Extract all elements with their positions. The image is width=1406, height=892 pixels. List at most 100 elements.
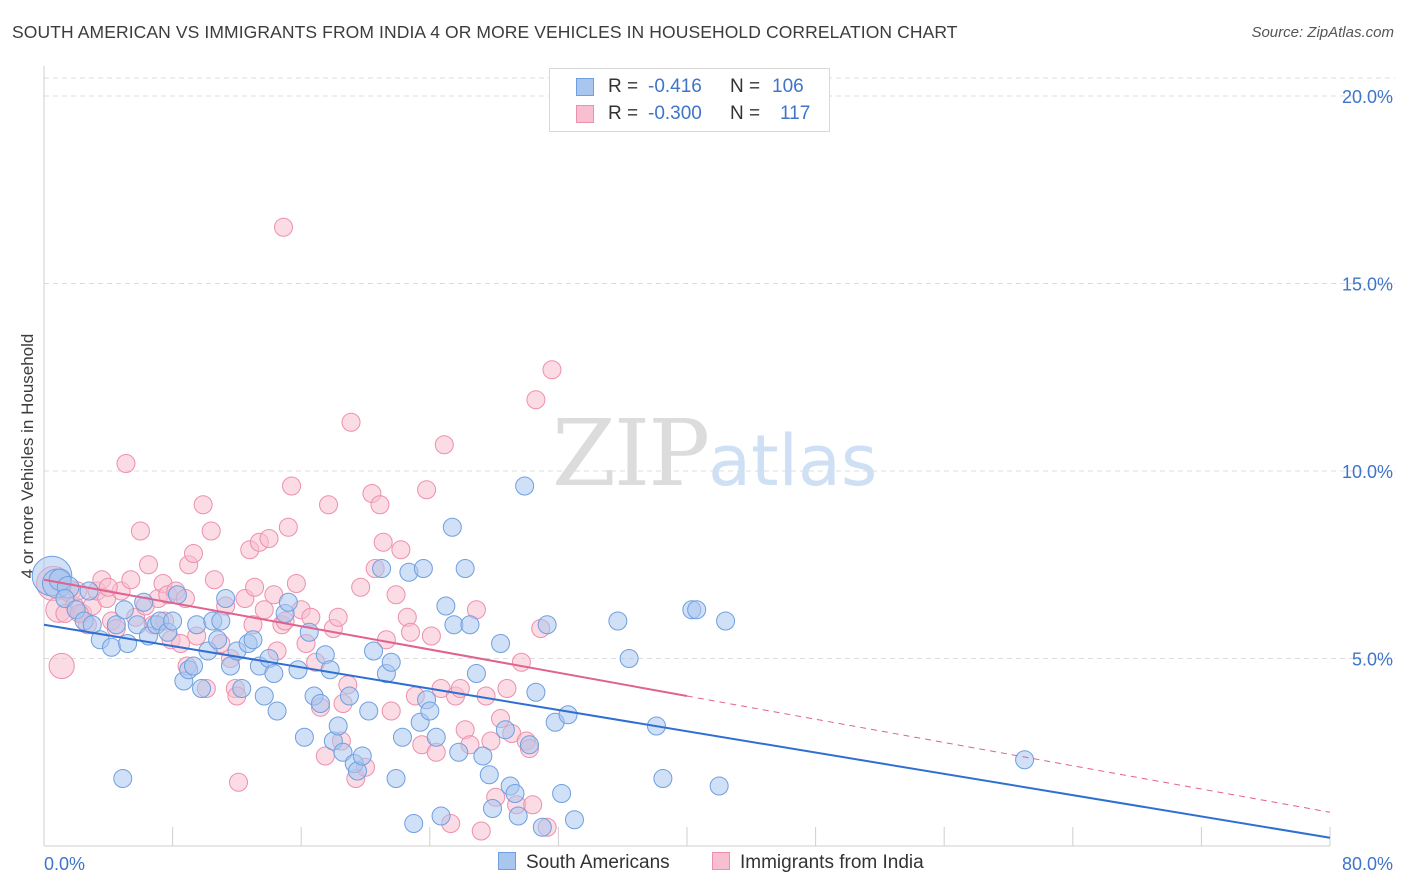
legend-label: South Americans <box>526 852 670 873</box>
chart-title: SOUTH AMERICAN VS IMMIGRANTS FROM INDIA … <box>12 22 958 42</box>
stats-n-value: 117 <box>780 103 811 124</box>
legend-swatch-blue <box>498 852 516 870</box>
south-american-point <box>352 746 372 766</box>
india-point <box>370 495 390 515</box>
south-american-point <box>495 720 515 740</box>
stats-r-label: R = <box>608 76 639 97</box>
india-point <box>511 652 531 672</box>
south-american-point <box>473 746 493 766</box>
south-american-point <box>278 592 298 612</box>
south-american-point <box>420 701 440 721</box>
south-american-point <box>364 641 384 661</box>
south-american-point <box>564 810 584 830</box>
south-american-point <box>79 581 99 601</box>
stats-n-label: N = <box>730 103 761 124</box>
india-point <box>417 480 437 500</box>
india-point <box>201 521 221 541</box>
india-point <box>130 521 150 541</box>
south-american-point <box>267 701 287 721</box>
india-point <box>471 821 491 841</box>
source-label: Source: ZipAtlas.com <box>1251 24 1394 41</box>
legend-item-india[interactable]: Immigrants from India <box>712 852 924 874</box>
south-american-point <box>519 735 539 755</box>
south-american-point <box>449 742 469 762</box>
south-american-point <box>619 649 639 668</box>
south-american-point <box>466 664 486 683</box>
india-point <box>259 529 279 548</box>
south-american-point <box>187 615 207 635</box>
india-point <box>526 390 546 410</box>
watermark: ZIPatlas <box>552 400 877 507</box>
india-point <box>373 532 393 552</box>
india-trendline-extension <box>686 695 1331 813</box>
south-american-point <box>127 615 147 635</box>
south-american-point <box>113 769 133 788</box>
south-american-point <box>320 660 340 680</box>
watermark-zip: ZIP <box>552 400 710 507</box>
legend-label: Immigrants from India <box>740 852 924 873</box>
india-point <box>391 540 411 560</box>
stats-box: R = -0.416 N = 106 R = -0.300 N = 117 <box>549 68 830 132</box>
y-tick-label: 15.0% <box>1342 275 1393 295</box>
south-american-point <box>386 769 406 788</box>
south-american-point <box>508 806 528 826</box>
south-american-point <box>505 784 525 803</box>
south-american-point <box>167 585 187 605</box>
india-point <box>381 701 401 721</box>
stats-r-label: R = <box>608 103 639 124</box>
south-american-point <box>1015 750 1035 770</box>
india-point <box>328 607 348 627</box>
india-point <box>523 795 543 815</box>
stats-swatch-pink <box>576 105 594 123</box>
south-american-point <box>413 559 433 578</box>
south-american-point <box>515 476 535 496</box>
legend-item-south-americans[interactable]: South Americans <box>498 852 670 874</box>
south-american-point <box>537 615 557 635</box>
india-point <box>351 577 371 597</box>
india-point <box>434 435 454 455</box>
india-point <box>274 217 294 237</box>
south-american-point <box>436 596 456 616</box>
south-american-point <box>608 611 628 631</box>
watermark-atlas: atlas <box>708 420 878 502</box>
south-american-point <box>426 727 446 747</box>
legend: South Americans Immigrants from India <box>0 850 1406 878</box>
south-american-point <box>254 686 274 706</box>
south-american-point <box>558 705 578 725</box>
india-point <box>98 577 118 597</box>
south-american-point <box>216 589 236 608</box>
south-american-point <box>333 742 353 762</box>
india-point <box>282 476 302 496</box>
india-point <box>401 622 421 642</box>
south-american-point <box>192 679 212 698</box>
india-point <box>278 517 298 537</box>
south-american-point <box>106 615 126 635</box>
south-american-point <box>310 694 330 713</box>
y-tick-label: 20.0% <box>1342 87 1393 107</box>
south-american-point <box>359 701 379 721</box>
south-american-point <box>444 615 464 635</box>
south-american-point <box>404 814 424 833</box>
x-tick-label: 0.0% <box>44 854 85 874</box>
south-american-point <box>294 727 314 747</box>
south-american-point <box>716 611 736 631</box>
india-point <box>421 626 441 646</box>
india-point <box>481 731 501 751</box>
south-american-point <box>431 806 451 826</box>
south-american-point <box>526 682 546 702</box>
south-american-point <box>102 637 122 657</box>
south-american-trendline <box>43 623 1331 839</box>
legend-swatch-pink <box>712 852 730 870</box>
stats-swatch-blue <box>576 78 594 96</box>
south-american-point <box>479 765 499 785</box>
south-american-point <box>208 630 228 650</box>
x-tick-label: 80.0% <box>1342 854 1393 874</box>
india-point <box>138 555 158 575</box>
south-american-point <box>653 769 673 788</box>
y-tick-label: 5.0% <box>1352 650 1393 670</box>
india-point <box>319 495 339 515</box>
india-point <box>193 495 213 515</box>
south-american-point <box>163 611 183 631</box>
india-point <box>48 652 75 680</box>
